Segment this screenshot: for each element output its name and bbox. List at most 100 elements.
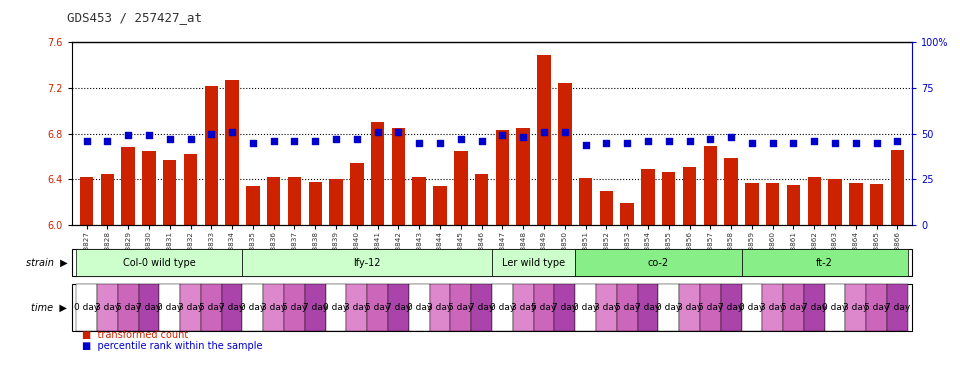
Bar <box>762 284 783 331</box>
Text: 7 day: 7 day <box>136 303 161 312</box>
Text: ■  percentile rank within the sample: ■ percentile rank within the sample <box>82 341 262 351</box>
Point <box>141 132 156 138</box>
Bar <box>866 284 887 331</box>
Bar <box>534 284 554 331</box>
Bar <box>554 284 575 331</box>
Point <box>828 140 843 146</box>
Bar <box>513 284 534 331</box>
Bar <box>475 173 489 225</box>
Point <box>786 140 802 146</box>
Point <box>328 136 344 142</box>
Point <box>370 129 385 135</box>
Bar <box>183 154 197 225</box>
Bar <box>413 177 426 225</box>
Text: co-2: co-2 <box>648 258 669 268</box>
Text: 7 day: 7 day <box>386 303 411 312</box>
Point <box>537 129 552 135</box>
Text: 0 day: 0 day <box>74 303 99 312</box>
Point <box>100 138 115 144</box>
Bar <box>721 284 741 331</box>
Bar <box>596 284 616 331</box>
Text: 5 day: 5 day <box>780 303 806 312</box>
Text: 3 day: 3 day <box>843 303 869 312</box>
Text: 3 day: 3 day <box>760 303 785 312</box>
Text: 5 day: 5 day <box>365 303 391 312</box>
Bar <box>138 284 159 331</box>
Bar <box>538 55 551 225</box>
Point <box>245 140 260 146</box>
Bar <box>600 191 613 225</box>
Bar <box>409 284 430 331</box>
Bar <box>637 284 659 331</box>
Bar <box>745 183 758 225</box>
Bar <box>118 284 138 331</box>
Bar <box>97 284 118 331</box>
Bar <box>887 284 908 331</box>
Bar <box>243 284 263 331</box>
Point <box>287 138 302 144</box>
Bar <box>891 150 904 225</box>
Point <box>619 140 635 146</box>
Text: ■  transformed count: ■ transformed count <box>82 330 188 340</box>
Bar <box>492 284 513 331</box>
Text: strain  ▶: strain ▶ <box>26 258 67 268</box>
Point <box>494 132 510 138</box>
Bar <box>430 284 450 331</box>
Point <box>806 138 822 144</box>
Text: 5 day: 5 day <box>698 303 723 312</box>
Bar <box>804 284 825 331</box>
Text: 0 day: 0 day <box>407 303 432 312</box>
Point <box>474 138 490 144</box>
Text: lfy-12: lfy-12 <box>353 258 381 268</box>
Point <box>182 136 198 142</box>
Text: Col-0 wild type: Col-0 wild type <box>123 258 196 268</box>
Bar <box>870 184 883 225</box>
Point <box>578 142 593 147</box>
Bar <box>433 186 446 225</box>
Text: 3 day: 3 day <box>178 303 204 312</box>
Text: 7 day: 7 day <box>802 303 827 312</box>
Point <box>640 138 656 144</box>
Bar <box>347 284 368 331</box>
Text: 5 day: 5 day <box>531 303 557 312</box>
Text: 3 day: 3 day <box>261 303 286 312</box>
Bar <box>575 249 741 276</box>
Text: 7 day: 7 day <box>636 303 660 312</box>
Point <box>682 138 697 144</box>
Point <box>391 129 406 135</box>
Bar <box>388 284 409 331</box>
Point <box>661 138 677 144</box>
Bar <box>766 183 780 225</box>
Bar <box>246 186 259 225</box>
Bar <box>516 128 530 225</box>
Text: 0 day: 0 day <box>157 303 182 312</box>
Bar <box>76 249 243 276</box>
Bar <box>454 151 468 225</box>
Text: 7 day: 7 day <box>302 303 328 312</box>
Bar <box>704 146 717 225</box>
Bar <box>308 182 322 225</box>
Point <box>307 138 323 144</box>
Point <box>703 136 718 142</box>
Point <box>516 134 531 140</box>
Point <box>432 140 447 146</box>
Text: 0 day: 0 day <box>823 303 848 312</box>
Text: 5 day: 5 day <box>614 303 639 312</box>
Bar <box>76 284 97 331</box>
Bar <box>222 284 243 331</box>
Point <box>765 140 780 146</box>
Point <box>266 138 281 144</box>
Bar <box>787 185 801 225</box>
Point <box>744 140 759 146</box>
Bar <box>80 177 93 225</box>
Text: 0 day: 0 day <box>573 303 598 312</box>
Text: 0 day: 0 day <box>490 303 515 312</box>
Bar <box>180 284 201 331</box>
Bar <box>121 147 135 225</box>
Bar <box>325 284 347 331</box>
Bar <box>828 179 842 225</box>
Text: 5 day: 5 day <box>448 303 473 312</box>
Text: 7 day: 7 day <box>552 303 577 312</box>
Text: 5 day: 5 day <box>115 303 141 312</box>
Bar <box>846 284 866 331</box>
